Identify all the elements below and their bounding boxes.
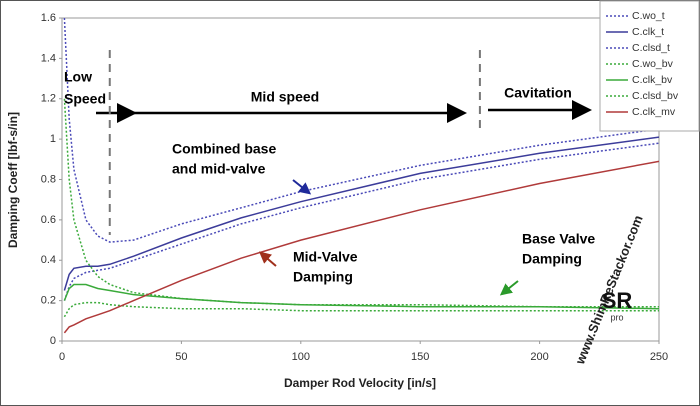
y-tick-label: 0.4	[41, 254, 56, 266]
annotation: Combined base	[172, 141, 276, 157]
series-line	[63, 18, 659, 243]
annotation: and mid-valve	[172, 161, 266, 177]
x-tick-label: 250	[650, 351, 668, 363]
y-tick-label: 0.8	[41, 173, 56, 185]
series-line	[63, 136, 659, 291]
legend-label: C.clsd_t	[632, 42, 670, 54]
series-line	[63, 160, 659, 334]
legend-label: C.wo_bv	[632, 58, 674, 70]
annotation: Damping	[522, 251, 582, 267]
annotation: Low	[64, 69, 92, 85]
y-axis-label: Damping Coeff [lbf-s/in]	[6, 112, 20, 248]
arrow	[499, 280, 519, 296]
legend-label: C.clk_t	[632, 26, 664, 38]
y-tick-label: 0.6	[41, 214, 56, 226]
annotation: Speed	[64, 91, 106, 107]
legend-label: C.clk_mv	[632, 106, 676, 118]
annotation: Mid-Valve	[293, 249, 358, 265]
y-tick-label: 0.2	[41, 295, 56, 307]
legend: C.wo_t C.clk_t C.clsd_t C.wo_bv C.clk_bv C.cl…	[606, 10, 679, 118]
series-line	[63, 98, 659, 308]
y-tick-label: 0	[50, 335, 56, 347]
series-layer	[63, 18, 659, 334]
arrow	[258, 251, 277, 267]
y-tick-label: 1.2	[41, 93, 56, 105]
x-tick-label: 50	[175, 351, 187, 363]
x-tick-label: 150	[411, 351, 429, 363]
x-axis-label: Damper Rod Velocity [in/s]	[284, 376, 436, 390]
x-tick-label: 100	[292, 351, 310, 363]
legend-label: C.clk_bv	[632, 74, 673, 86]
logo-sub: pro	[610, 312, 623, 322]
legend-label: C.wo_t	[632, 10, 665, 22]
logo: SR	[602, 288, 633, 313]
annotation: Base Valve	[522, 231, 595, 247]
legend-box	[599, 0, 700, 132]
x-tick-label: 0	[59, 351, 65, 363]
annotation: Mid speed	[251, 89, 319, 105]
annotation: Damping	[293, 269, 353, 285]
x-tick-label: 200	[530, 351, 548, 363]
series-line	[63, 283, 659, 310]
y-tick-label: 1	[50, 133, 56, 145]
legend-label: C.clsd_bv	[632, 90, 679, 102]
y-tick-label: 1.4	[41, 52, 56, 64]
series-line	[63, 142, 659, 301]
annotation: Cavitation	[504, 85, 572, 101]
arrow	[292, 179, 312, 195]
y-tick-label: 1.6	[41, 12, 56, 24]
